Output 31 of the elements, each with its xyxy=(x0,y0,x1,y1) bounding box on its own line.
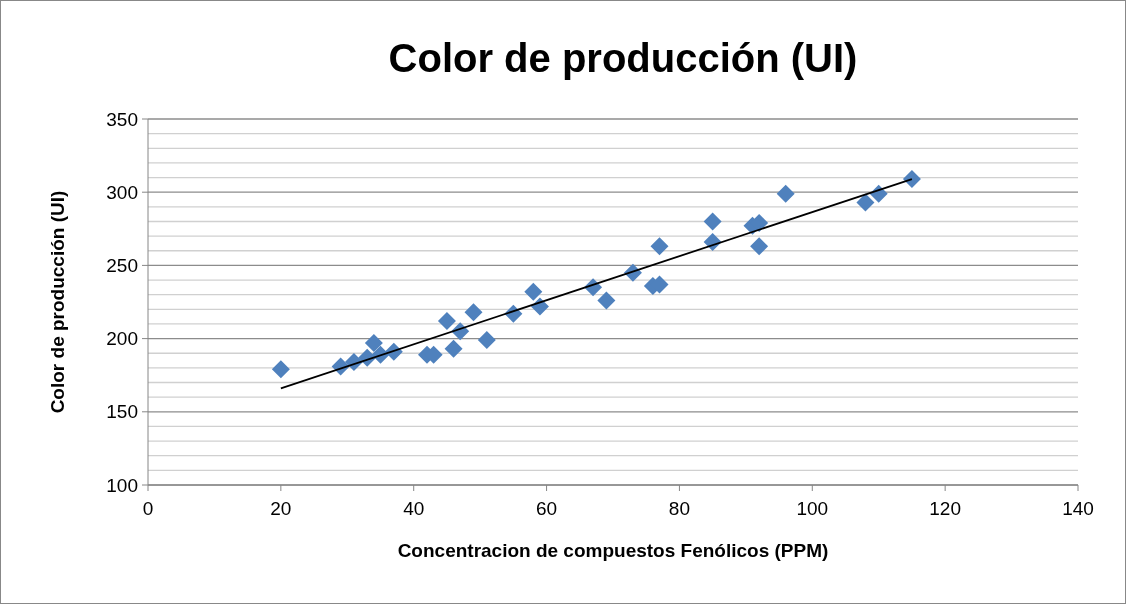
y-tick-label: 350 xyxy=(106,108,138,130)
point xyxy=(650,237,669,256)
x-axis-title: Concentracion de compuestos Fenólicos (PPM) xyxy=(397,540,829,561)
point xyxy=(364,333,383,352)
y-tick-label: 100 xyxy=(106,474,138,496)
point xyxy=(477,331,496,350)
point xyxy=(902,170,921,189)
y-tick-label: 200 xyxy=(106,328,138,350)
point xyxy=(271,360,290,379)
x-tick-label: 120 xyxy=(929,498,961,519)
y-tick-label: 250 xyxy=(106,255,138,277)
x-tick-label: 20 xyxy=(270,498,292,519)
x-tick-label: 140 xyxy=(1062,498,1094,519)
x-tick-label: 100 xyxy=(796,498,829,519)
x-tick-label: 80 xyxy=(668,498,690,519)
y-tick-label: 150 xyxy=(106,401,138,423)
point xyxy=(444,339,463,358)
point xyxy=(856,193,875,212)
point xyxy=(597,291,616,310)
point xyxy=(750,237,769,256)
point xyxy=(524,282,543,301)
point xyxy=(776,184,795,203)
point xyxy=(437,312,456,331)
point xyxy=(703,212,722,231)
point xyxy=(464,303,483,322)
x-tick-label: 60 xyxy=(536,498,558,519)
y-axis-title: Color de producción (UI) xyxy=(47,190,68,414)
x-tick-label: 40 xyxy=(403,498,425,519)
chart-title: Color de producción (UI) xyxy=(388,36,858,80)
y-tick-label: 300 xyxy=(106,181,138,203)
x-tick-label: 0 xyxy=(142,498,154,519)
